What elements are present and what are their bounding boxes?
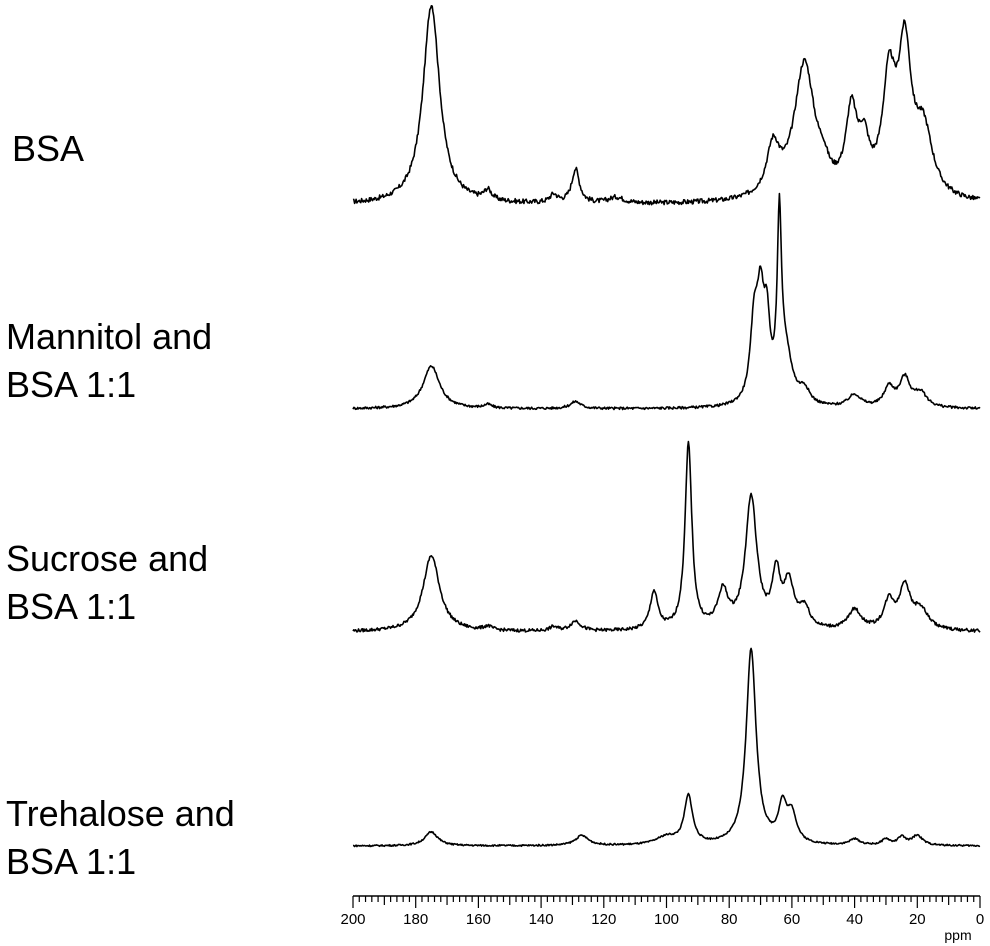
spectrum-trace-3: [352, 440, 981, 633]
x-axis-label: ppm: [944, 927, 971, 943]
x-tick-label: 200: [340, 911, 365, 928]
x-tick-label: 40: [846, 911, 863, 928]
x-tick-label: 60: [784, 911, 801, 928]
spectrum-label-line: BSA 1:1: [6, 841, 137, 882]
spectrum-label-sucrose: Sucrose and BSA 1:1: [6, 535, 208, 631]
spectrum-label-line: BSA 1:1: [6, 586, 137, 627]
x-tick-label: 140: [529, 911, 554, 928]
spectra-traces: [352, 5, 981, 848]
spectrum-label-mannitol: Mannitol and BSA 1:1: [6, 313, 212, 409]
spectrum-trace-2: [352, 192, 981, 411]
spectrum-trace-4: [352, 647, 981, 848]
x-tick-label: 100: [654, 911, 679, 928]
spectrum-label-line: Sucrose and: [6, 538, 209, 579]
spectrum-label-line: Mannitol and: [6, 316, 213, 357]
spectrum-label-line: BSA 1:1: [6, 364, 137, 405]
x-tick-label: 20: [909, 911, 926, 928]
x-tick-label: 160: [466, 911, 491, 928]
x-tick-label: 80: [721, 911, 738, 928]
x-tick-label: 120: [591, 911, 616, 928]
spectrum-label-line: BSA: [12, 128, 85, 169]
x-tick-label: 0: [976, 911, 984, 928]
spectrum-trace-1: [352, 5, 981, 206]
x-tick-label: 180: [403, 911, 428, 928]
spectrum-label-bsa: BSA: [12, 125, 84, 173]
spectrum-label-line: Trehalose and: [6, 793, 235, 834]
spectrum-label-trehalose: Trehalose and BSA 1:1: [6, 790, 235, 886]
